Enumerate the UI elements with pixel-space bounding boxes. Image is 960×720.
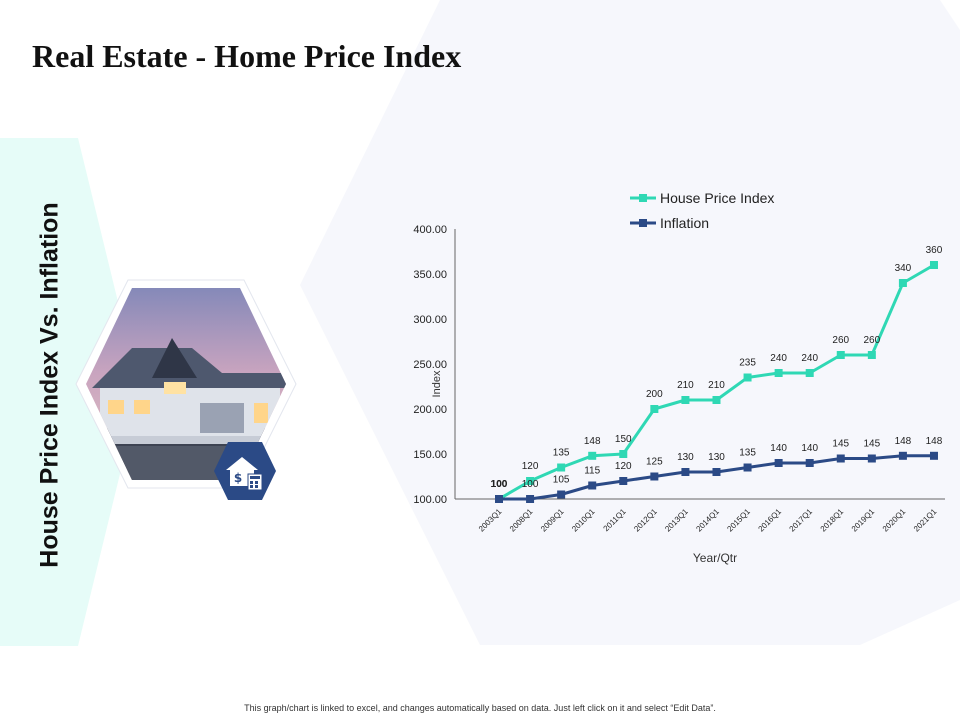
data-label: 140 xyxy=(770,443,787,454)
data-label: 210 xyxy=(708,380,725,391)
x-tick-label: 2010Q1 xyxy=(570,507,597,534)
data-label: 100 xyxy=(522,479,539,490)
data-label: 235 xyxy=(739,358,756,369)
data-label: 135 xyxy=(553,448,570,459)
data-label: 150 xyxy=(615,434,632,445)
data-point xyxy=(805,459,814,467)
data-point xyxy=(774,369,783,377)
y-tick-label: 200.00 xyxy=(413,404,447,416)
data-label: 130 xyxy=(708,452,725,463)
data-point xyxy=(588,481,597,490)
data-point xyxy=(526,495,535,503)
data-point xyxy=(929,261,938,269)
data-point xyxy=(619,477,628,485)
x-tick-label: 2008Q1 xyxy=(508,507,535,534)
y-tick-label: 350.00 xyxy=(413,269,447,281)
data-point xyxy=(836,351,845,359)
data-point xyxy=(650,472,659,481)
footer-note: This graph/chart is linked to excel, and… xyxy=(244,703,716,713)
data-label: 105 xyxy=(553,475,570,486)
data-point xyxy=(588,451,597,460)
data-point xyxy=(619,450,628,458)
x-tick-label: 2015Q1 xyxy=(725,507,752,534)
data-point xyxy=(867,454,876,463)
data-label: 125 xyxy=(646,457,663,468)
data-point xyxy=(557,490,566,499)
data-label: 240 xyxy=(801,353,818,364)
svg-text:$: $ xyxy=(234,471,242,485)
y-tick-label: 150.00 xyxy=(413,449,447,461)
data-point xyxy=(743,463,752,472)
y-tick-label: 300.00 xyxy=(413,314,447,326)
data-label: 260 xyxy=(832,335,849,346)
x-tick-label: 2020Q1 xyxy=(881,507,908,534)
data-label: 148 xyxy=(584,436,601,447)
data-point xyxy=(805,369,814,377)
house-photo xyxy=(75,279,297,489)
data-point xyxy=(681,468,690,476)
data-point xyxy=(743,373,752,382)
legend-entry: Inflation xyxy=(660,215,709,231)
data-label: 140 xyxy=(801,443,818,454)
data-label: 100 xyxy=(491,479,508,490)
data-label: 135 xyxy=(739,448,756,459)
x-tick-label: 2017Q1 xyxy=(788,507,815,534)
data-point xyxy=(929,451,938,460)
page-title: Real Estate - Home Price Index xyxy=(32,38,462,74)
data-point xyxy=(774,459,783,467)
data-point xyxy=(836,454,845,463)
data-label: 100 xyxy=(491,479,508,490)
data-point xyxy=(650,405,659,413)
data-label: 200 xyxy=(646,389,663,400)
data-point xyxy=(898,279,907,287)
data-label: 240 xyxy=(770,353,787,364)
legend-entry: House Price Index xyxy=(660,190,774,206)
data-point xyxy=(898,451,907,460)
data-point xyxy=(712,468,721,476)
data-label: 360 xyxy=(926,245,943,256)
y-tick-label: 250.00 xyxy=(413,359,447,371)
x-tick-label: 2018Q1 xyxy=(819,507,846,534)
data-label: 148 xyxy=(895,436,912,447)
data-point xyxy=(495,495,503,503)
data-label: 120 xyxy=(615,461,632,472)
data-label: 340 xyxy=(895,263,912,274)
legend-marker xyxy=(639,219,647,227)
data-label: 260 xyxy=(863,335,880,346)
y-tick-label: 100.00 xyxy=(413,494,447,506)
side-panel xyxy=(0,138,140,646)
legend-marker xyxy=(639,194,647,202)
data-label: 145 xyxy=(832,439,849,450)
data-label: 210 xyxy=(677,380,694,391)
x-tick-label: 2013Q1 xyxy=(663,507,690,534)
data-label: 130 xyxy=(677,452,694,463)
data-point xyxy=(681,396,690,404)
data-point xyxy=(557,463,566,472)
data-label: 120 xyxy=(522,461,539,472)
data-point xyxy=(867,351,876,359)
house-dollar-calculator-icon: $ xyxy=(214,442,276,500)
data-label: 145 xyxy=(863,439,880,450)
x-tick-label: 2016Q1 xyxy=(757,507,784,534)
y-axis-label: Index xyxy=(431,370,443,397)
x-axis-label: Year/Qtr xyxy=(693,551,737,565)
x-tick-label: 2011Q1 xyxy=(602,507,628,533)
x-tick-label: 2021Q1 xyxy=(912,507,939,534)
x-tick-label: 2009Q1 xyxy=(539,507,566,534)
data-point xyxy=(526,477,535,485)
y-tick-label: 400.00 xyxy=(413,224,447,236)
data-point xyxy=(712,396,721,404)
data-label: 148 xyxy=(926,436,943,447)
x-tick-label: 2003Q1 xyxy=(477,507,504,534)
x-tick-label: 2012Q1 xyxy=(632,507,659,534)
data-label: 115 xyxy=(584,466,600,477)
x-tick-label: 2019Q1 xyxy=(850,507,877,534)
x-tick-label: 2014Q1 xyxy=(694,507,721,534)
